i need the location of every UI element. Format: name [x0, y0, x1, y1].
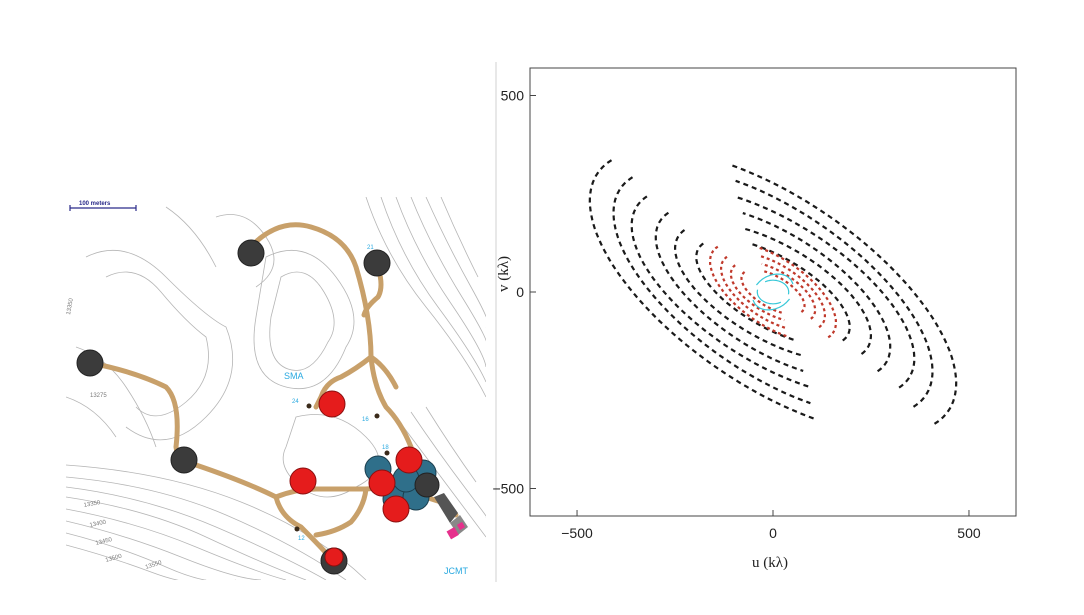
- antenna-dark: [363, 249, 391, 277]
- uv-track-s2-t0-b: [756, 289, 782, 305]
- pad-number: 18: [382, 445, 389, 451]
- uv-track-s2-t1-b: [752, 298, 790, 311]
- uv-track-s0-t5-a: [729, 163, 958, 425]
- uv-track-s1-t2-b: [720, 255, 786, 329]
- scale-bar: 100 meters: [69, 201, 137, 211]
- antenna-red: [318, 390, 346, 418]
- contour-label: 13350: [83, 500, 101, 509]
- antenna-dark: [414, 472, 440, 498]
- contour-lines: [66, 197, 486, 580]
- antenna-red: [324, 547, 344, 567]
- jcmt-building-icon: [434, 493, 468, 540]
- pad-number-group: 21 24 16 18 12: [292, 245, 389, 542]
- roads: [88, 222, 459, 570]
- antenna-red: [368, 469, 396, 497]
- uv-track-s0-t1-a: [745, 227, 872, 355]
- uv-track-s0-t0-a: [750, 242, 851, 342]
- uv-track-s1-t1-b: [729, 264, 785, 322]
- contour-label: 13550: [145, 560, 163, 571]
- antenna-red: [395, 446, 423, 474]
- pad-number: 16: [362, 417, 369, 423]
- x-tick-label: 500: [957, 525, 981, 541]
- plot-frame: [529, 67, 1017, 517]
- uv-track-s0-t3-b: [630, 195, 810, 388]
- uv-track-s1-t3-a: [758, 246, 837, 339]
- contour-label: 13275: [90, 393, 107, 399]
- pad-number: 21: [367, 245, 374, 251]
- uv-track-s2-t1-a: [756, 273, 794, 286]
- uv-coverage-plot: −500 0 500 −500 0 500 u (kλ) v (kλ): [490, 62, 1030, 582]
- contour-label-group: 13350 13275 13350 13400 13450 13500 1355…: [66, 297, 163, 571]
- uv-track-s0-t1-b: [674, 229, 801, 357]
- x-tick-label: 0: [769, 525, 777, 541]
- uv-plot-canvas: −500 0 500 −500 0 500 u (kλ) v (kλ): [492, 62, 1017, 582]
- y-tick-label: 0: [516, 284, 524, 300]
- y-axis-label: v (kλ): [496, 256, 512, 292]
- uv-track-s0-t5-b: [588, 159, 817, 421]
- y-tick-label: −500: [492, 480, 524, 496]
- site-map-canvas: 100 meters 13350 13275 13350 13400 13450…: [66, 197, 486, 580]
- scale-label: 100 meters: [79, 201, 111, 207]
- contour-label: 13500: [105, 553, 123, 564]
- antenna-dark-group: [76, 239, 391, 575]
- uv-track-s0-t2-b: [654, 211, 804, 372]
- uv-ticks: −500 0 500 −500 0 500: [492, 88, 980, 541]
- antenna-dark: [237, 239, 265, 267]
- uv-track-s0-t3-a: [736, 196, 916, 389]
- y-tick-label: 500: [501, 88, 525, 104]
- uv-track-s0-t4-b: [612, 176, 811, 405]
- contour-label: 13400: [89, 519, 107, 528]
- antenna-red: [289, 467, 317, 495]
- jcmt-label: JCMT: [444, 566, 468, 576]
- uv-track-s0-t0-b: [695, 242, 796, 342]
- antenna-red: [382, 495, 410, 523]
- contour-label: 13450: [95, 537, 113, 547]
- sma-label: SMA: [284, 371, 304, 381]
- pad-number: 24: [292, 399, 299, 405]
- uv-track-s1-t0-a: [763, 270, 806, 313]
- x-tick-label: −500: [561, 525, 593, 541]
- uv-track-s1-t3-b: [709, 245, 788, 338]
- uv-track-s1-t1-a: [761, 262, 817, 320]
- uv-track-s1-t0-b: [740, 271, 783, 314]
- site-map: 100 meters 13350 13275 13350 13400 13450…: [66, 197, 486, 580]
- uv-track-s2-t0-a: [764, 279, 790, 295]
- uv-track-s0-t4-a: [735, 179, 934, 408]
- antenna-dark: [76, 349, 104, 377]
- x-axis-label: u (kλ): [752, 555, 788, 571]
- uv-track-s0-t2-a: [742, 212, 892, 373]
- pad-markers: [294, 403, 390, 532]
- uv-track-s1-t2-a: [760, 255, 826, 329]
- contour-label: 13350: [66, 297, 75, 315]
- uv-marks: [588, 159, 958, 425]
- antenna-red-group: [289, 390, 423, 567]
- antenna-dark: [170, 446, 198, 474]
- pad-number: 12: [298, 536, 305, 542]
